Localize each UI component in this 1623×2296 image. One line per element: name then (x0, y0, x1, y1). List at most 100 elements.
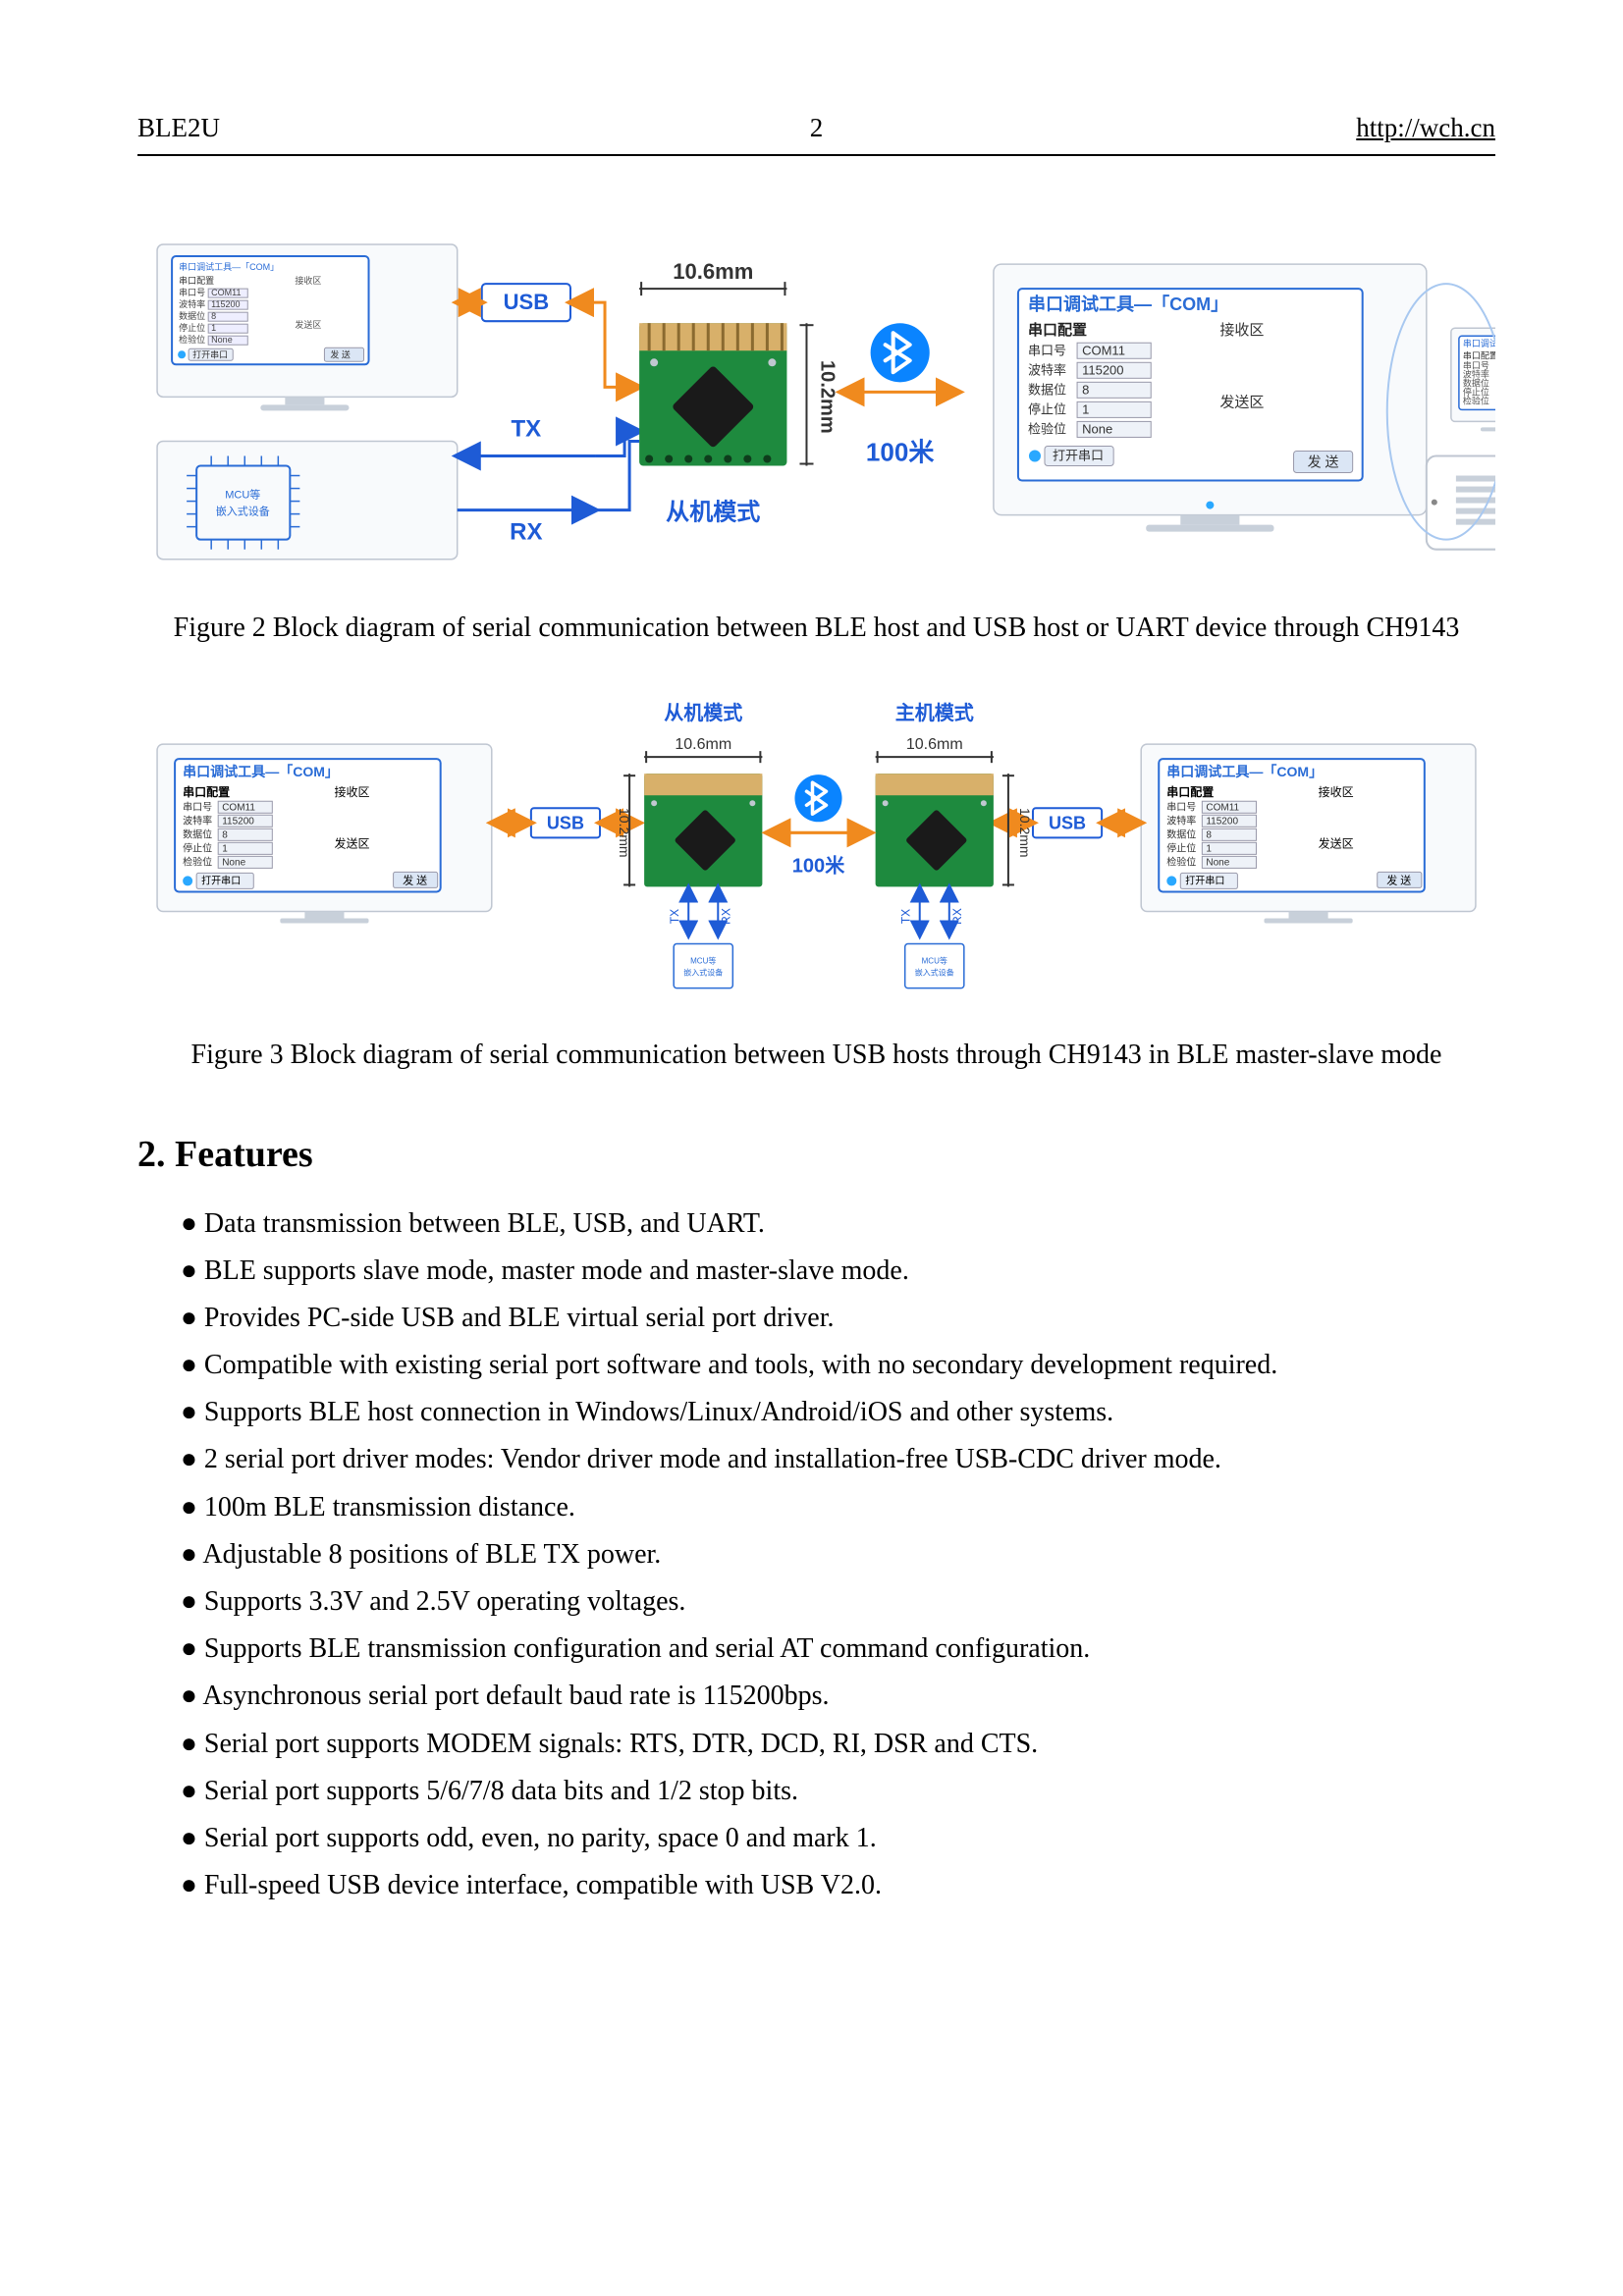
svg-text:8: 8 (222, 829, 228, 840)
svg-text:发 送: 发 送 (403, 873, 427, 886)
svg-text:115200: 115200 (1206, 816, 1238, 827)
svg-text:发 送: 发 送 (1386, 873, 1411, 886)
header-page-number: 2 (590, 108, 1043, 148)
svg-text:10.6mm: 10.6mm (906, 735, 963, 753)
svg-text:停止位: 停止位 (1028, 401, 1066, 416)
svg-text:串口调试工具—「COM」: 串口调试工具—「COM」 (1166, 764, 1323, 779)
svg-text:发送区: 发送区 (1319, 835, 1354, 850)
svg-text:None: None (1206, 857, 1229, 868)
svg-text:停止位: 停止位 (183, 841, 212, 854)
svg-text:100米: 100米 (792, 854, 845, 877)
svg-text:USB: USB (547, 813, 584, 832)
svg-text:1: 1 (222, 843, 228, 854)
svg-text:COM11: COM11 (1206, 802, 1239, 813)
svg-text:检验位: 检验位 (183, 855, 212, 868)
feature-item: Adjustable 8 positions of BLE TX power. (181, 1535, 1495, 1574)
figure-2-caption: Figure 2 Block diagram of serial communi… (137, 607, 1495, 651)
feature-item: Data transmission between BLE, USB, and … (181, 1204, 1495, 1243)
svg-text:停止位: 停止位 (179, 322, 205, 333)
svg-text:数据位: 数据位 (1028, 382, 1066, 397)
svg-text:数据位: 数据位 (183, 828, 212, 840)
svg-text:嵌入式设备: 嵌入式设备 (915, 968, 954, 978)
svg-text:10.2mm: 10.2mm (617, 808, 632, 858)
svg-text:波特率: 波特率 (179, 298, 205, 309)
svg-text:None: None (211, 335, 233, 345)
header-link[interactable]: http://wch.cn (1043, 108, 1495, 148)
svg-text:嵌入式设备: 嵌入式设备 (216, 504, 270, 517)
svg-text:检验位: 检验位 (1463, 395, 1489, 405)
features-list: Data transmission between BLE, USB, and … (137, 1204, 1495, 1905)
feature-item: Serial port supports odd, even, no parit… (181, 1819, 1495, 1857)
svg-text:MCU等: MCU等 (690, 956, 716, 966)
svg-text:115200: 115200 (1082, 362, 1123, 377)
svg-text:None: None (1082, 421, 1112, 436)
svg-text:RX: RX (719, 908, 732, 925)
svg-text:MCU等: MCU等 (225, 487, 260, 501)
svg-text:串口配置: 串口配置 (179, 276, 214, 286)
svg-text:发送区: 发送区 (334, 835, 369, 850)
svg-text:USB: USB (504, 290, 550, 314)
svg-text:发送区: 发送区 (295, 319, 321, 330)
svg-text:串口号: 串口号 (1166, 801, 1196, 813)
svg-text:检验位: 检验位 (1028, 421, 1066, 436)
svg-text:1: 1 (1082, 401, 1089, 416)
feature-item: Full-speed USB device interface, compati… (181, 1866, 1495, 1904)
svg-text:10.6mm: 10.6mm (675, 735, 731, 753)
svg-text:USB: USB (1049, 813, 1086, 832)
svg-text:串口配置: 串口配置 (183, 784, 230, 799)
svg-text:打开串口: 打开串口 (192, 348, 228, 359)
svg-text:10.2mm: 10.2mm (817, 360, 839, 434)
svg-text:检验位: 检验位 (1166, 855, 1196, 868)
svg-text:串口调试工具—「COM」: 串口调试工具—「COM」 (183, 764, 339, 779)
svg-text:RX: RX (510, 518, 542, 545)
svg-text:10.6mm: 10.6mm (673, 259, 753, 284)
svg-text:接收区: 接收区 (334, 784, 369, 799)
svg-text:串口调试工具—「COM」: 串口调试工具—「COM」 (1463, 338, 1495, 348)
svg-text:TX: TX (899, 909, 913, 924)
svg-text:串口调试工具—「COM」: 串口调试工具—「COM」 (1028, 294, 1228, 314)
svg-text:发 送: 发 送 (1308, 454, 1339, 469)
svg-text:115200: 115200 (211, 299, 240, 309)
svg-text:1: 1 (1206, 843, 1212, 854)
svg-text:发 送: 发 送 (330, 348, 351, 359)
svg-text:数据位: 数据位 (179, 310, 205, 321)
svg-text:打开串口: 打开串口 (1185, 874, 1224, 886)
figure-2: 串口调试工具—「COM」 串口配置 接收区 串口号 COM11 波特率 115200… (137, 235, 1495, 652)
feature-item: Asynchronous serial port default baud ra… (181, 1677, 1495, 1715)
feature-item: BLE supports slave mode, master mode and… (181, 1252, 1495, 1290)
features-heading: 2. Features (137, 1127, 1495, 1183)
page-header: BLE2U 2 http://wch.cn (137, 108, 1495, 156)
svg-text:8: 8 (1082, 382, 1089, 397)
svg-text:115200: 115200 (222, 816, 254, 827)
svg-text:8: 8 (1206, 829, 1212, 840)
header-left: BLE2U (137, 108, 590, 148)
svg-text:TX: TX (668, 909, 681, 924)
svg-text:None: None (222, 857, 245, 868)
figure-3-caption: Figure 3 Block diagram of serial communi… (137, 1034, 1495, 1078)
svg-text:打开串口: 打开串口 (201, 874, 241, 886)
svg-text:COM11: COM11 (222, 802, 255, 813)
svg-text:停止位: 停止位 (1166, 841, 1196, 854)
svg-text:嵌入式设备: 嵌入式设备 (683, 968, 723, 978)
svg-text:从机模式: 从机模式 (666, 499, 760, 525)
svg-text:COM11: COM11 (1082, 343, 1125, 357)
svg-text:TX: TX (512, 415, 542, 442)
svg-text:1: 1 (211, 323, 216, 333)
svg-text:RX: RX (950, 908, 964, 925)
svg-text:10.2mm: 10.2mm (1017, 808, 1033, 858)
feature-item: 2 serial port driver modes: Vendor drive… (181, 1440, 1495, 1478)
svg-text:串口调试工具—「COM」: 串口调试工具—「COM」 (179, 261, 279, 272)
svg-text:接收区: 接收区 (1219, 322, 1264, 339)
svg-text:串口号: 串口号 (179, 288, 205, 297)
feature-item: Supports BLE host connection in Windows/… (181, 1393, 1495, 1431)
svg-text:MCU等: MCU等 (922, 956, 947, 966)
svg-text:从机模式: 从机模式 (664, 701, 742, 724)
feature-item: Supports BLE transmission configuration … (181, 1629, 1495, 1668)
svg-text:串口号: 串口号 (1028, 343, 1066, 357)
feature-item: 100m BLE transmission distance. (181, 1488, 1495, 1526)
figure-3: 从机模式 主机模式 串口调试工具—「COM」 串口配置 接收区 串口号COM11… (137, 690, 1495, 1077)
svg-text:COM11: COM11 (211, 288, 241, 297)
svg-text:串口配置: 串口配置 (1166, 784, 1214, 799)
svg-text:波特率: 波特率 (183, 814, 212, 827)
svg-text:数据位: 数据位 (1166, 828, 1196, 840)
